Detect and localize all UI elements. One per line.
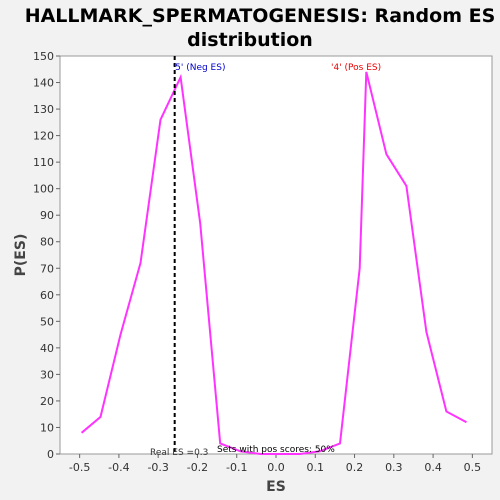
x-axis-label: ES [266, 479, 286, 495]
x-tick-label: 0.1 [307, 461, 325, 474]
x-tick-label: -0.5 [69, 461, 90, 474]
y-tick-label: 0 [47, 448, 54, 461]
y-tick-label: 90 [40, 209, 54, 222]
chart-title-line-2: distribution [187, 29, 313, 51]
real-es-annotation: Real ES =0.3 [150, 448, 208, 458]
pos-scores-annotation: Sets with pos scores: 50% [217, 445, 335, 455]
x-axis: -0.5 -0.4 -0.3 -0.2 -0.1 0.0 0.1 0.2 0.3 0.4 0.5 [69, 454, 481, 474]
y-tick-label: 30 [40, 368, 54, 381]
x-tick-label: 0.5 [464, 461, 482, 474]
y-tick-label: 40 [40, 342, 54, 355]
x-tick-label: 0.3 [385, 461, 403, 474]
y-axis: 0 10 20 30 40 50 60 70 80 90 100 110 120 130 140 150 [33, 50, 60, 461]
pos-es-label: '4' (Pos ES) [331, 63, 381, 73]
chart-marks: '5' (Neg ES) '4' (Pos ES) Real ES =0.3 Sets… [80, 56, 467, 458]
y-tick-label: 10 [40, 421, 54, 434]
x-tick-label: 0.4 [424, 461, 442, 474]
y-axis-label: P(ES) [13, 234, 29, 277]
x-tick-label: -0.2 [187, 461, 208, 474]
plot-area [59, 55, 493, 455]
series-line [80, 71, 467, 455]
x-tick-label: -0.4 [108, 461, 129, 474]
x-tick-label: -0.3 [147, 461, 168, 474]
x-tick-label: 0.2 [346, 461, 364, 474]
x-tick-label: 0.0 [267, 461, 285, 474]
y-tick-label: 60 [40, 289, 54, 302]
y-tick-label: 100 [33, 183, 54, 196]
y-tick-label: 80 [40, 236, 54, 249]
y-tick-label: 70 [40, 262, 54, 275]
y-tick-label: 130 [33, 103, 54, 116]
y-tick-label: 140 [33, 77, 54, 90]
y-tick-label: 50 [40, 315, 54, 328]
chart-title-line-1: HALLMARK_SPERMATOGENESIS: Random ES [25, 5, 496, 27]
neg-es-label: '5' (Neg ES) [173, 63, 226, 73]
y-tick-label: 150 [33, 50, 54, 63]
x-tick-label: -0.1 [226, 461, 247, 474]
y-tick-label: 120 [33, 130, 54, 143]
y-tick-label: 20 [40, 395, 54, 408]
y-tick-label: 110 [33, 156, 54, 169]
